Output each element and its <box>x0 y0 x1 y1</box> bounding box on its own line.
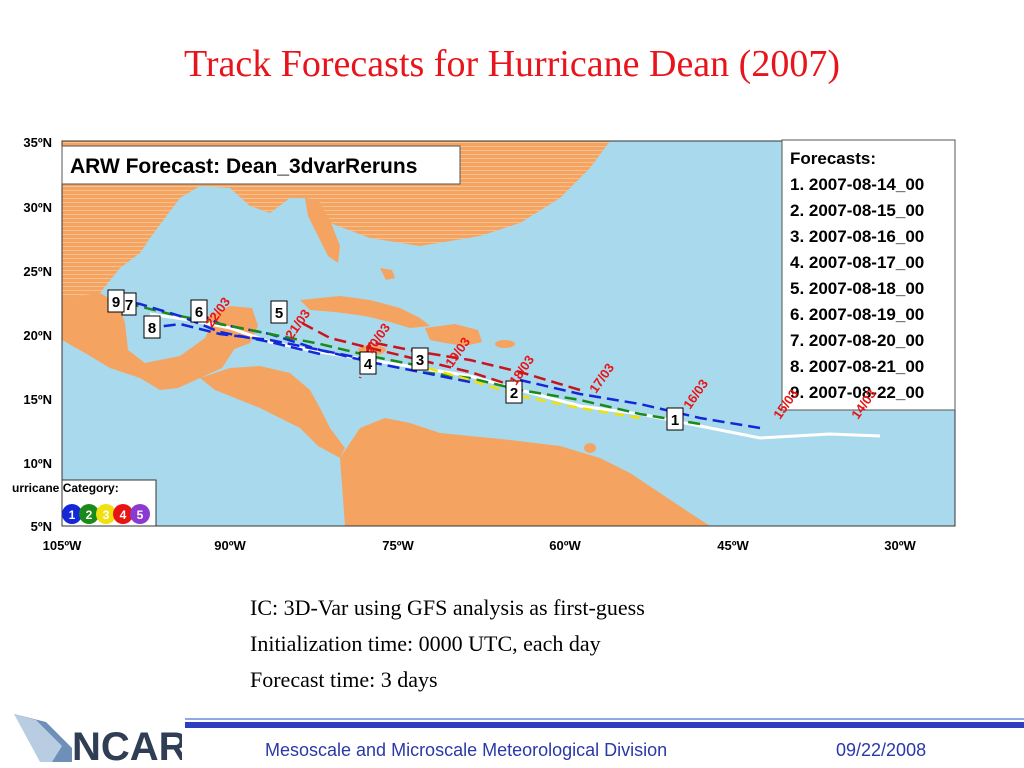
lon-label: 75ºW <box>382 538 414 553</box>
track-forecast-5 <box>299 320 521 390</box>
category-5-circle <box>130 504 150 524</box>
lat-label: 25ºN <box>23 264 52 279</box>
footer-rule-light <box>185 718 1024 720</box>
observed-track <box>149 312 881 440</box>
category-label: 2 <box>86 508 93 522</box>
land-trinidad <box>584 443 596 453</box>
legend-entry: 8. 2007-08-21_00 <box>790 357 924 376</box>
legend-entry: 5. 2007-08-18_00 <box>790 279 924 298</box>
land-florida <box>305 198 340 263</box>
marker-forecast-4: 4 <box>359 351 377 375</box>
legend-entry: 6. 2007-08-19_00 <box>790 305 924 324</box>
category-heading: urricane Category: <box>12 481 119 495</box>
marker-forecast-1: 1 <box>666 407 684 431</box>
category-3-circle <box>96 504 116 524</box>
land-cuba <box>300 296 430 328</box>
legend-entry: 7. 2007-08-20_00 <box>790 331 924 350</box>
note-line: Forecast time: 3 days <box>250 667 438 692</box>
lat-label: 35ºN <box>23 135 52 150</box>
lat-label: 30ºN <box>23 200 52 215</box>
forecast-notes: IC: 3D-Var using GFS analysis as first-g… <box>250 590 645 698</box>
lon-label: 60ºW <box>549 538 581 553</box>
footer-division: Mesoscale and Microscale Meteorological … <box>265 740 668 760</box>
track-forecast-1 <box>519 378 761 430</box>
lat-label: 5ºN <box>31 519 52 534</box>
category-label: 3 <box>103 508 110 522</box>
category-1-circle <box>62 504 82 524</box>
category-label: 4 <box>120 508 127 522</box>
marker-label: 3 <box>416 352 424 369</box>
legend-entry: 1. 2007-08-14_00 <box>790 175 924 194</box>
land-puerto-rico <box>495 340 515 348</box>
land-bahamas <box>380 268 395 280</box>
marker-forecast-6: 6 <box>190 299 208 323</box>
marker-forecast-3: 3 <box>411 347 429 371</box>
legend-heading: Forecasts: <box>790 149 876 168</box>
marker-label: 8 <box>148 320 156 337</box>
marker-forecast-9: 9 <box>107 289 125 313</box>
map-title-box: ARW Forecast: Dean_3dvarReruns <box>61 145 461 185</box>
category-4-circle <box>113 504 133 524</box>
forecast-legend: Forecasts: 1. 2007-08-14_00 2. 2007-08-1… <box>781 139 956 411</box>
logo-text: NCAR <box>72 725 182 766</box>
marker-forecast-5: 5 <box>270 300 288 324</box>
lat-label: 15ºN <box>23 392 52 407</box>
note-line: Initialization time: 0000 UTC, each day <box>250 631 601 656</box>
track-forecast-4 <box>358 340 581 392</box>
marker-label: 1 <box>671 412 679 429</box>
category-label: 5 <box>137 508 144 522</box>
legend-entry: 4. 2007-08-17_00 <box>790 253 924 272</box>
footer-rule-dark <box>185 722 1024 728</box>
footer-date: 09/22/2008 <box>836 740 927 760</box>
land-hispaniola <box>425 324 482 346</box>
longitude-axis: 105ºW 90ºW 75ºW 60ºW 45ºW 30ºW <box>43 538 917 553</box>
legend-entry: 3. 2007-08-16_00 <box>790 227 924 246</box>
marker-label: 5 <box>275 305 283 322</box>
legend-entry: 9. 2007-08-22_00 <box>790 383 924 402</box>
lon-label: 105ºW <box>43 538 82 553</box>
lon-label: 45ºW <box>717 538 749 553</box>
marker-label: 7 <box>125 297 133 314</box>
forecast-tracks <box>117 298 881 440</box>
marker-forecast-2: 2 <box>505 380 523 404</box>
lat-label: 10ºN <box>23 456 52 471</box>
land-mexico <box>62 293 250 390</box>
marker-label: 4 <box>364 356 373 373</box>
category-2-circle <box>79 504 99 524</box>
category-legend: urricane Category: 1 2 3 4 5 <box>12 479 157 527</box>
lon-label: 90ºW <box>214 538 246 553</box>
lon-label: 30ºW <box>884 538 916 553</box>
marker-label: 2 <box>510 385 518 402</box>
forecast-markers: 1 2 3 4 5 6 7 8 9 <box>107 289 684 431</box>
track-forecast-3 <box>419 364 641 420</box>
category-label: 1 <box>69 508 76 522</box>
legend-entry: 2. 2007-08-15_00 <box>790 201 924 220</box>
map-title: ARW Forecast: Dean_3dvarReruns <box>70 155 417 178</box>
ncar-logo: NCAR <box>14 714 182 766</box>
note-line: IC: 3D-Var using GFS analysis as first-g… <box>250 595 645 620</box>
hurricane-track-map: 35ºN 30ºN 25ºN 20ºN 15ºN 10ºN 5ºN 105ºW … <box>12 135 956 553</box>
land-south-america <box>340 418 710 526</box>
marker-label: 6 <box>195 304 203 321</box>
marker-forecast-8: 8 <box>143 315 161 339</box>
land-central-america <box>200 366 345 458</box>
lat-label: 20ºN <box>23 328 52 343</box>
marker-label: 9 <box>112 294 120 311</box>
slide-title: Track Forecasts for Hurricane Dean (2007… <box>184 43 840 85</box>
latitude-axis: 35ºN 30ºN 25ºN 20ºN 15ºN 10ºN 5ºN <box>23 135 52 534</box>
